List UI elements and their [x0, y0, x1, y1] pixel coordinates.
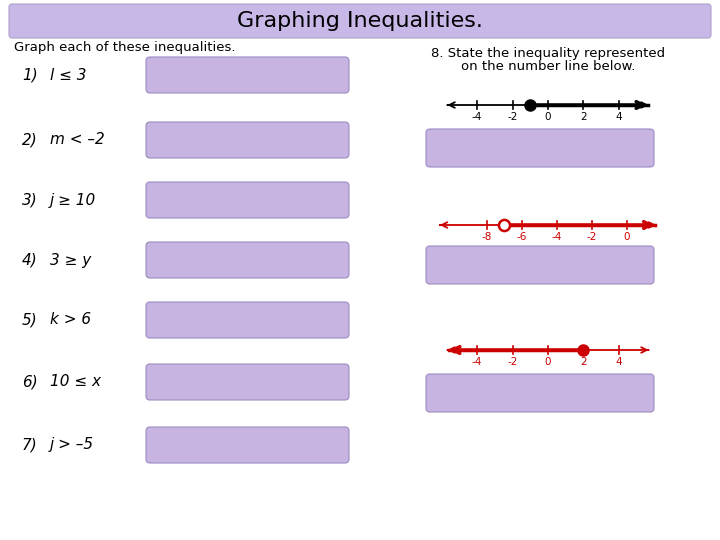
Text: Graph each of these inequalities.: Graph each of these inequalities.: [14, 42, 235, 55]
Text: 2: 2: [580, 357, 587, 367]
FancyBboxPatch shape: [146, 302, 349, 338]
Text: 7): 7): [22, 437, 37, 453]
Text: 5): 5): [22, 313, 37, 327]
FancyBboxPatch shape: [426, 129, 654, 167]
Text: 4: 4: [616, 112, 622, 122]
Text: j > –5: j > –5: [50, 437, 94, 453]
Text: 8. State the inequality represented: 8. State the inequality represented: [431, 46, 665, 59]
Text: -2: -2: [587, 232, 597, 242]
FancyBboxPatch shape: [9, 4, 711, 38]
Text: 4: 4: [616, 357, 622, 367]
Text: 2): 2): [22, 132, 37, 147]
Text: -8: -8: [482, 232, 492, 242]
Text: -4: -4: [552, 232, 562, 242]
FancyBboxPatch shape: [146, 57, 349, 93]
FancyBboxPatch shape: [146, 427, 349, 463]
Text: -6: -6: [516, 232, 527, 242]
Text: -4: -4: [472, 112, 482, 122]
Text: j ≥ 10: j ≥ 10: [50, 192, 96, 207]
FancyBboxPatch shape: [426, 374, 654, 412]
Text: -2: -2: [508, 357, 518, 367]
Text: 0: 0: [545, 112, 552, 122]
Text: 1): 1): [22, 68, 37, 83]
Text: Graphing Inequalities.: Graphing Inequalities.: [237, 11, 483, 31]
Text: -4: -4: [472, 357, 482, 367]
Text: 3 ≥ y: 3 ≥ y: [50, 253, 91, 267]
FancyBboxPatch shape: [146, 242, 349, 278]
Text: 10 ≤ x: 10 ≤ x: [50, 375, 101, 389]
Text: on the number line below.: on the number line below.: [461, 59, 635, 72]
Text: 4): 4): [22, 253, 37, 267]
Text: 0: 0: [624, 232, 630, 242]
Text: l ≤ 3: l ≤ 3: [50, 68, 86, 83]
Text: 3): 3): [22, 192, 37, 207]
Text: m < –2: m < –2: [50, 132, 104, 147]
Text: -2: -2: [508, 112, 518, 122]
FancyBboxPatch shape: [146, 364, 349, 400]
FancyBboxPatch shape: [146, 122, 349, 158]
Text: 6): 6): [22, 375, 37, 389]
FancyBboxPatch shape: [426, 246, 654, 284]
Text: 2: 2: [580, 112, 587, 122]
FancyBboxPatch shape: [146, 182, 349, 218]
Text: k > 6: k > 6: [50, 313, 91, 327]
Text: 0: 0: [545, 357, 552, 367]
